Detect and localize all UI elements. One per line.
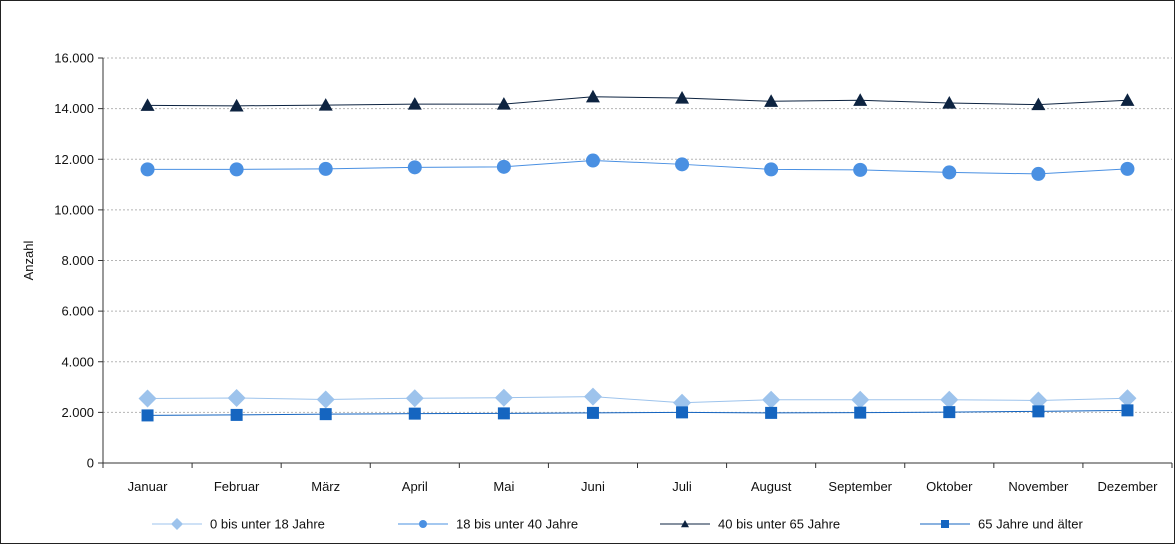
x-tick-label: Dezember [1097,479,1158,494]
legend-marker [419,520,427,528]
y-tick-label: 10.000 [54,202,94,217]
series-line [147,396,1128,404]
legend-item-65-jahre-und-alter: 65 Jahre und älter [920,517,1083,532]
x-tick-label: September [828,479,892,494]
data-point [1031,97,1046,111]
y-tick-label: 2.000 [61,405,94,420]
data-point [1118,389,1137,408]
series-18-bis-unter-40-jahre [140,153,1135,181]
y-tick-label: 16.000 [54,51,94,66]
data-point [316,390,335,409]
legend-label: 65 Jahre und älter [978,517,1083,532]
y-axis-title: Anzahl [21,241,36,281]
data-point [765,406,778,419]
y-tick-label: 6.000 [61,304,94,319]
data-point [319,408,332,421]
series-group [138,89,1137,422]
legend-item-40-bis-unter-65-jahre: 40 bis unter 65 Jahre [660,517,840,532]
data-point [676,406,689,419]
data-point [942,165,957,180]
data-point [1029,391,1048,410]
data-point [141,409,154,422]
data-point [138,389,157,408]
data-point [585,153,600,168]
legend-label: 0 bis unter 18 Jahre [210,517,325,532]
data-point [854,406,867,419]
data-point [227,388,246,407]
legend-item-0-bis-unter-18-jahre: 0 bis unter 18 Jahre [152,517,325,532]
data-point [229,162,244,177]
data-point [497,407,510,420]
y-tick-label: 4.000 [61,354,94,369]
legend-label: 40 bis unter 65 Jahre [718,517,840,532]
data-point [764,162,779,177]
data-point [318,98,333,111]
data-point [762,390,781,409]
data-point [851,390,870,409]
x-tick-label: Juli [672,479,692,494]
data-point [140,98,155,111]
x-tick-label: Januar [128,479,168,494]
data-point [586,406,599,419]
x-tick-label: Juni [581,479,605,494]
data-point [229,98,244,112]
y-tick-labels: 0 2.000 4.000 6.000 8.000 10.000 12.000 14.000 1… [54,51,94,471]
legend-label: 18 bis unter 40 Jahre [456,517,578,532]
data-point [496,159,511,174]
data-point [230,408,243,421]
data-point [408,407,421,420]
legend-marker [941,520,949,528]
data-point [853,162,868,177]
y-tick-label: 12.000 [54,152,94,167]
data-point [675,90,690,104]
data-point [1032,405,1045,418]
legend-marker [171,518,183,530]
data-point [1120,93,1135,106]
series-65-jahre-und-alter [141,404,1134,422]
data-point [583,387,602,406]
axes [98,57,1173,468]
data-point [764,94,779,107]
series-line [147,96,1128,107]
data-point [494,388,513,407]
x-tick-label: Oktober [926,479,973,494]
x-tick-label: April [402,479,428,494]
data-point [407,160,422,175]
data-point [940,390,959,409]
x-tick-label: März [311,479,340,494]
data-point [407,97,422,110]
data-point [585,89,600,103]
x-tick-label: November [1008,479,1069,494]
data-point [942,96,957,109]
gridlines [103,57,1172,413]
data-point [853,93,868,106]
y-tick-label: 0 [87,456,94,471]
series-line [147,160,1128,175]
data-point [318,161,333,176]
data-point [496,97,511,110]
legend-marker [681,520,689,528]
y-tick-label: 14.000 [54,101,94,116]
x-tick-labels: Januar Februar März April Mai Juni Juli August S… [128,479,1158,494]
legend-item-18-bis-unter-40-jahre: 18 bis unter 40 Jahre [398,517,578,532]
series-40-bis-unter-65-jahre [140,89,1135,112]
x-tick-label: Februar [214,479,260,494]
data-point [1031,166,1046,181]
data-point [140,162,155,177]
series-line [147,409,1128,416]
data-point [675,157,690,172]
legend: 0 bis unter 18 Jahre 18 bis unter 40 Jahr… [152,517,1083,532]
y-tick-label: 8.000 [61,253,94,268]
data-point [1121,404,1134,417]
data-point [1120,161,1135,176]
data-point [943,406,956,419]
x-tick-label: August [751,479,792,494]
data-point [405,389,424,408]
x-tick-label: Mai [493,479,514,494]
series-0-bis-unter-18-jahre [138,387,1137,412]
